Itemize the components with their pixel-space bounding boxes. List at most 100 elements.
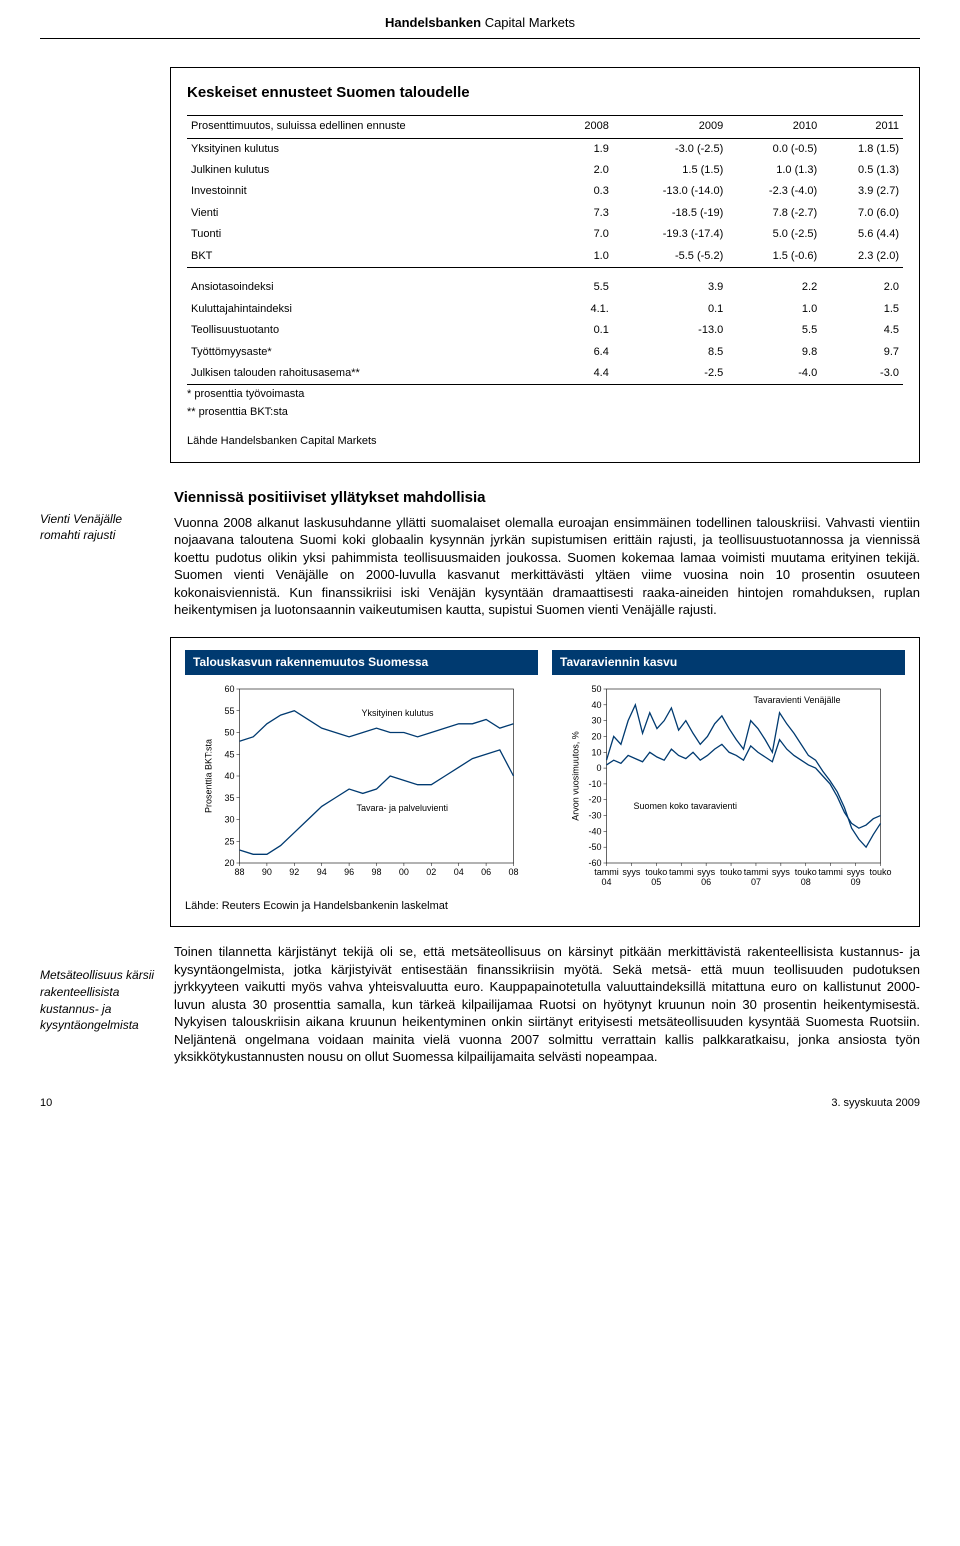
svg-text:45: 45	[224, 749, 234, 759]
svg-text:tammi: tammi	[669, 867, 694, 877]
cell: 0.1	[613, 299, 727, 320]
cell: 7.0	[559, 224, 613, 245]
cell: 1.8 (1.5)	[821, 138, 903, 160]
svg-text:syys: syys	[622, 867, 641, 877]
row-label: Yksityinen kulutus	[187, 138, 559, 160]
table-row: Investoinnit0.3-13.0 (-14.0)-2.3 (-4.0)3…	[187, 181, 903, 202]
cell: 4.4	[559, 363, 613, 385]
section-heading-1: Viennissä positiiviset yllätykset mahdol…	[174, 487, 920, 508]
svg-text:88: 88	[234, 867, 244, 877]
svg-text:08: 08	[801, 877, 811, 887]
cell: 1.5	[821, 299, 903, 320]
cell: 2.2	[727, 277, 821, 298]
cell: 6.4	[559, 342, 613, 363]
cell: 1.0	[559, 246, 613, 268]
row-label: Työttömyysaste*	[187, 342, 559, 363]
cell: -18.5 (-19)	[613, 203, 727, 224]
svg-text:-20: -20	[588, 794, 601, 804]
table-row: Yksityinen kulutus1.9-3.0 (-2.5)0.0 (-0.…	[187, 138, 903, 160]
cell: 5.5	[727, 320, 821, 341]
svg-text:98: 98	[371, 867, 381, 877]
row-label: Investoinnit	[187, 181, 559, 202]
cell: 5.6 (4.4)	[821, 224, 903, 245]
margin-note-1: Vienti Venäjälle romahti rajusti	[40, 487, 156, 619]
svg-text:02: 02	[426, 867, 436, 877]
cell: -19.3 (-17.4)	[613, 224, 727, 245]
chart-left-svg: 2025303540455055608890929496980002040608…	[185, 681, 538, 891]
svg-text:06: 06	[701, 877, 711, 887]
cell: 1.9	[559, 138, 613, 160]
svg-text:10: 10	[591, 747, 601, 757]
svg-text:0: 0	[596, 763, 601, 773]
cell: -3.0 (-2.5)	[613, 138, 727, 160]
table-header-row: Prosenttimuutos, suluissa edellinen ennu…	[187, 116, 903, 138]
svg-text:touko: touko	[720, 867, 742, 877]
svg-text:Suomen koko tavaravienti: Suomen koko tavaravienti	[634, 801, 738, 811]
svg-text:-50: -50	[588, 842, 601, 852]
chart-caption: Lähde: Reuters Ecowin ja Handelsbankenin…	[185, 899, 905, 914]
svg-text:Yksityinen kulutus: Yksityinen kulutus	[362, 708, 435, 718]
section-2: Metsäteollisuus kärsii rakenteellisista …	[40, 943, 920, 1066]
charts-box: Talouskasvun rakennemuutos Suomessa 2025…	[170, 637, 920, 927]
cell: 1.0 (1.3)	[727, 160, 821, 181]
row-label: Julkisen talouden rahoitusasema**	[187, 363, 559, 385]
cell: 7.8 (-2.7)	[727, 203, 821, 224]
page-number: 10	[40, 1096, 52, 1111]
forecast-title: Keskeiset ennusteet Suomen taloudelle	[187, 82, 903, 103]
note-2: ** prosenttia BKT:sta	[187, 405, 903, 420]
svg-text:09: 09	[851, 877, 861, 887]
cell: 0.5 (1.3)	[821, 160, 903, 181]
cell: 0.0 (-0.5)	[727, 138, 821, 160]
svg-text:60: 60	[224, 684, 234, 694]
cell: 2.0	[821, 277, 903, 298]
row-label: Teollisuustuotanto	[187, 320, 559, 341]
svg-text:07: 07	[751, 877, 761, 887]
svg-text:08: 08	[508, 867, 518, 877]
svg-text:50: 50	[224, 727, 234, 737]
svg-text:00: 00	[399, 867, 409, 877]
forecast-box: Keskeiset ennusteet Suomen taloudelle Pr…	[170, 67, 920, 462]
brand-light: Capital Markets	[481, 15, 575, 30]
cell: -4.0	[727, 363, 821, 385]
svg-text:25: 25	[224, 836, 234, 846]
cell: 4.5	[821, 320, 903, 341]
svg-text:Tavaravienti Venäjälle: Tavaravienti Venäjälle	[754, 695, 841, 705]
svg-text:06: 06	[481, 867, 491, 877]
row-label: Ansiotasoindeksi	[187, 277, 559, 298]
brand-bold: Handelsbanken	[385, 15, 481, 30]
table-row: Kuluttajahintaindeksi4.1.0.11.01.5	[187, 299, 903, 320]
svg-text:touko: touko	[869, 867, 891, 877]
cell: 2.3 (2.0)	[821, 246, 903, 268]
cell: 0.3	[559, 181, 613, 202]
page-footer: 10 3. syyskuuta 2009	[40, 1096, 920, 1111]
col-year: 2009	[613, 116, 727, 138]
cell: -2.5	[613, 363, 727, 385]
table-row: Teollisuustuotanto0.1-13.05.54.5	[187, 320, 903, 341]
svg-text:syys: syys	[697, 867, 716, 877]
table-row: Julkinen kulutus2.01.5 (1.5)1.0 (1.3)0.5…	[187, 160, 903, 181]
note-1: * prosenttia työvoimasta	[187, 387, 903, 402]
svg-text:94: 94	[317, 867, 327, 877]
section-body-1: Vuonna 2008 alkanut laskusuhdanne yllätt…	[174, 514, 920, 619]
cell: 4.1.	[559, 299, 613, 320]
svg-text:20: 20	[591, 731, 601, 741]
brand-header: Handelsbanken Capital Markets	[40, 0, 920, 39]
cell: 9.8	[727, 342, 821, 363]
row-label: Kuluttajahintaindeksi	[187, 299, 559, 320]
svg-text:30: 30	[591, 715, 601, 725]
cell: 8.5	[613, 342, 727, 363]
svg-text:Arvon vuosimuutos, %: Arvon vuosimuutos, %	[571, 731, 581, 821]
cell: 1.0	[727, 299, 821, 320]
cell: 5.5	[559, 277, 613, 298]
row-label: Vienti	[187, 203, 559, 224]
svg-text:-40: -40	[588, 826, 601, 836]
cell: -13.0 (-14.0)	[613, 181, 727, 202]
chart-right-svg: -60-50-40-30-20-1001020304050tammi04syys…	[552, 681, 905, 891]
svg-text:-30: -30	[588, 810, 601, 820]
chart-left: Talouskasvun rakennemuutos Suomessa 2025…	[185, 650, 538, 891]
table-row: Vienti7.3-18.5 (-19)7.8 (-2.7)7.0 (6.0)	[187, 203, 903, 224]
cell: 5.0 (-2.5)	[727, 224, 821, 245]
table-row: Ansiotasoindeksi5.53.92.22.0	[187, 277, 903, 298]
col-year: 2011	[821, 116, 903, 138]
chart-right: Tavaraviennin kasvu -60-50-40-30-20-1001…	[552, 650, 905, 891]
